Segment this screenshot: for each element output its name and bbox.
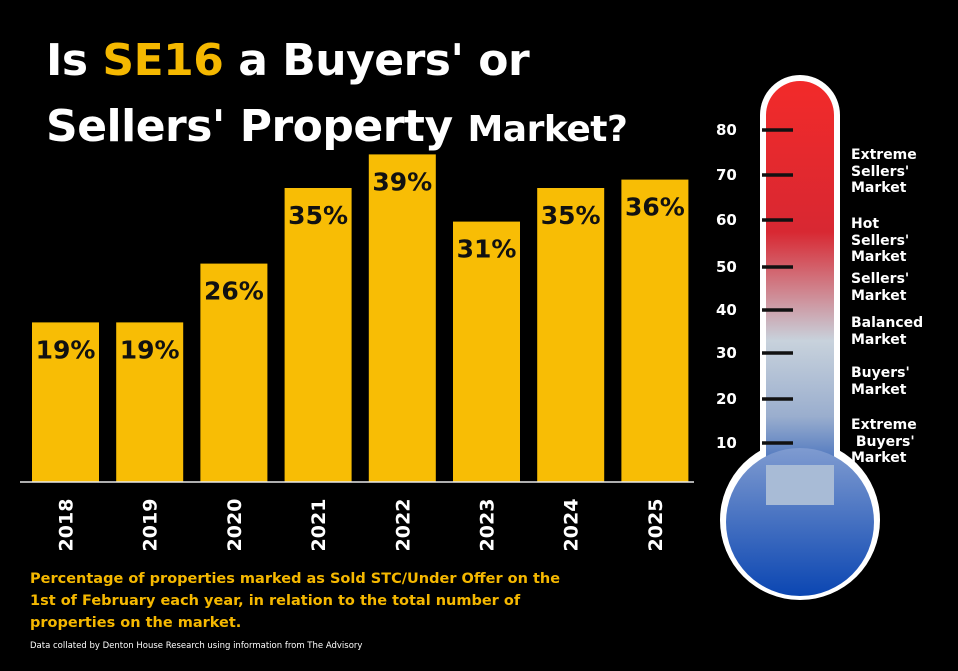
bar-2018 <box>32 322 99 482</box>
zone-label-buyers: Buyers' Market <box>851 365 910 398</box>
title-area-highlight: SE16 <box>102 35 224 86</box>
bar-2019 <box>116 322 184 482</box>
scale-label-80: 80 <box>716 121 737 139</box>
zone-label-extreme-buyers: Extreme Buyers' Market <box>851 417 917 466</box>
bar-value-label-2025: 36% <box>625 193 685 222</box>
scale-label-40: 40 <box>716 301 737 319</box>
x-tick-label-2023: 2023 <box>477 499 499 552</box>
bar-value-label-2023: 31% <box>457 235 517 264</box>
bar-value-label-2020: 26% <box>204 277 264 306</box>
title-line1: Is SE16 a Buyers' or <box>46 35 530 86</box>
title-line2: Sellers' Property Market? <box>46 101 628 152</box>
bar-value-label-2022: 39% <box>372 167 432 196</box>
scale-label-30: 30 <box>716 344 737 362</box>
x-tick-label-2024: 2024 <box>561 499 583 552</box>
bar-2025 <box>621 179 689 482</box>
thermometer-graphic: 80 70 60 50 40 30 20 10 <box>716 75 880 600</box>
scale-label-60: 60 <box>716 211 737 229</box>
thermometer-body <box>720 75 880 600</box>
bar-2023 <box>453 221 520 482</box>
scale-label-20: 20 <box>716 390 737 408</box>
scale-label-10: 10 <box>716 434 737 452</box>
bar-value-label-2019: 19% <box>120 335 180 364</box>
zone-label-extreme-sellers: Extreme Sellers' Market <box>851 147 917 196</box>
bar-2024 <box>537 188 605 482</box>
bar-value-label-2024: 35% <box>541 201 601 230</box>
chart-caption: Percentage of properties marked as Sold … <box>30 571 561 631</box>
bar-2021 <box>284 188 352 482</box>
scale-label-50: 50 <box>716 258 737 276</box>
x-tick-label-2018: 2018 <box>56 499 78 552</box>
chart-title: Is SE16 a Buyers' or Sellers' Property M… <box>46 28 628 163</box>
bar-chart: 19% 2018 19% 2019 26% 2020 35% 2021 39% 2022 31% 20… <box>20 154 694 552</box>
bar-value-label-2018: 19% <box>36 335 96 364</box>
bar-2020 <box>200 263 268 482</box>
thermometer-scale: 80 70 60 50 40 30 20 10 <box>716 121 793 452</box>
zone-label-sellers: Sellers' Market <box>851 271 910 304</box>
zone-label-balanced: Balanced Market <box>851 315 924 348</box>
x-tick-label-2022: 2022 <box>392 499 414 552</box>
source-note: Data collated by Denton House Research u… <box>30 641 363 651</box>
x-tick-label-2020: 2020 <box>224 499 246 552</box>
bar-value-label-2021: 35% <box>288 201 348 230</box>
zone-label-hot-sellers: Hot Sellers' Market <box>851 216 910 265</box>
scale-label-70: 70 <box>716 166 737 184</box>
x-tick-label-2021: 2021 <box>308 499 330 552</box>
bar-2022 <box>368 154 436 482</box>
x-tick-label-2025: 2025 <box>645 499 667 552</box>
x-tick-label-2019: 2019 <box>140 499 162 552</box>
